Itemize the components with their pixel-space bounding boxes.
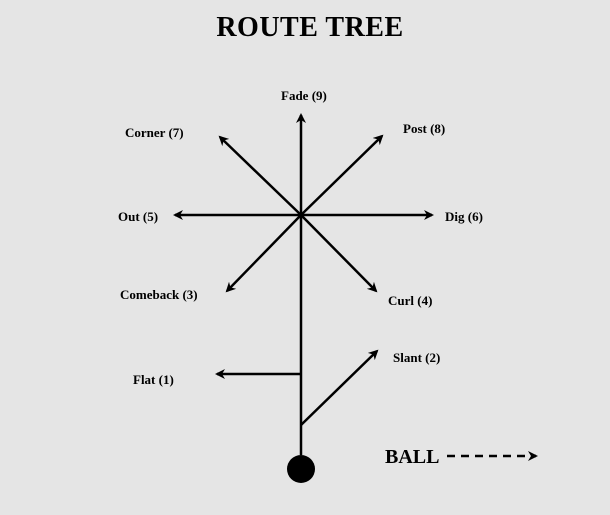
comeback-label: Comeback (3) — [120, 287, 198, 302]
page-title: ROUTE TREE — [216, 12, 404, 43]
corner-route-line — [218, 135, 302, 216]
slant-label: Slant (2) — [393, 350, 441, 365]
corner-label: Corner (7) — [125, 125, 184, 140]
curl-route-line — [300, 214, 378, 293]
slant-route-line — [300, 349, 379, 426]
curl-label: Curl (4) — [388, 293, 433, 308]
ball-icon — [287, 455, 315, 483]
post-route-line — [300, 134, 384, 216]
dig-label: Dig (6) — [445, 209, 483, 224]
flat-label: Flat (1) — [133, 372, 174, 387]
out-label: Out (5) — [118, 209, 159, 224]
post-label: Post (8) — [403, 121, 446, 136]
comeback-route-line — [225, 214, 302, 293]
ball-label: BALL — [385, 446, 440, 468]
fade-label: Fade (9) — [281, 88, 327, 103]
